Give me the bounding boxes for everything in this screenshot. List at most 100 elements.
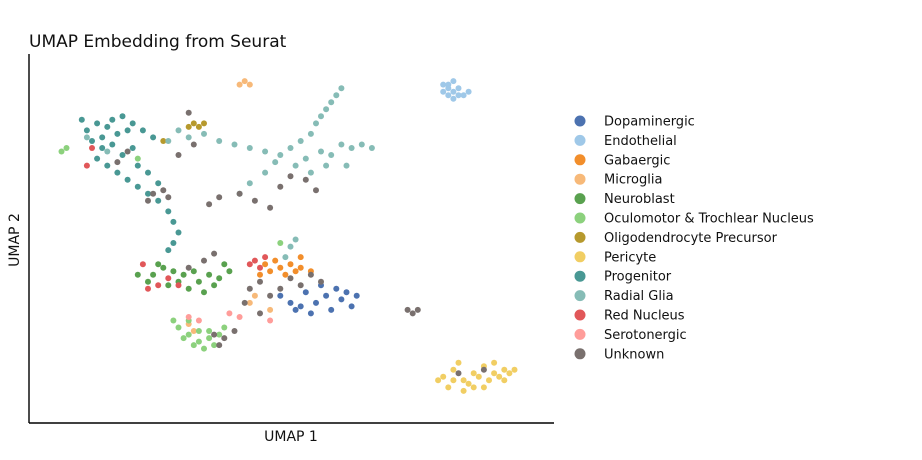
point-neuroblast bbox=[190, 268, 197, 275]
legend-label-progenitor: Progenitor bbox=[604, 270, 672, 285]
point-unknown bbox=[414, 306, 421, 313]
point-neuroblast bbox=[211, 282, 218, 289]
point-radial-glia bbox=[328, 152, 335, 158]
point-progenitor bbox=[175, 229, 182, 236]
point-progenitor bbox=[145, 169, 151, 176]
point-pericyte bbox=[435, 377, 442, 384]
point-pericyte bbox=[491, 359, 498, 366]
point-unknown bbox=[201, 257, 207, 264]
point-unknown bbox=[221, 335, 228, 342]
point-neuroblast bbox=[134, 271, 141, 278]
point-unknown bbox=[236, 190, 243, 197]
point-serotonergic bbox=[226, 310, 233, 317]
legend-label-pericyte: Pericyte bbox=[604, 250, 656, 265]
point-progenitor bbox=[165, 208, 172, 215]
point-oculomotor-trochlear-nucleus bbox=[63, 145, 70, 151]
point-progenitor bbox=[170, 240, 177, 246]
point-dopaminergic bbox=[323, 292, 330, 299]
point-dopaminergic bbox=[297, 303, 304, 310]
point-progenitor bbox=[114, 130, 121, 137]
point-dopaminergic bbox=[307, 310, 314, 317]
point-gabaergic bbox=[287, 261, 294, 268]
point-pericyte bbox=[496, 373, 503, 380]
point-pericyte bbox=[470, 384, 477, 391]
point-neuroblast bbox=[155, 261, 162, 268]
point-unknown bbox=[267, 292, 274, 299]
point-oligodendrocyte-precursor bbox=[185, 123, 192, 130]
point-progenitor bbox=[139, 127, 146, 134]
point-gabaergic bbox=[277, 264, 284, 271]
legend-label-oculomotor-trochlear-nucleus: Oculomotor & Trochlear Nucleus bbox=[604, 212, 814, 227]
point-radial-glia bbox=[302, 155, 309, 162]
legend-marker-oligodendrocyte-precursor bbox=[574, 231, 586, 243]
point-progenitor bbox=[134, 183, 141, 190]
point-oculomotor-trochlear-nucleus bbox=[216, 331, 223, 338]
point-neuroblast bbox=[216, 275, 223, 282]
point-serotonergic bbox=[185, 314, 192, 320]
point-unknown bbox=[287, 275, 294, 282]
point-dopaminergic bbox=[277, 292, 284, 299]
point-radial-glia bbox=[368, 145, 375, 151]
point-radial-glia bbox=[246, 145, 253, 151]
point-radial-glia bbox=[246, 180, 253, 187]
point-radial-glia bbox=[201, 130, 207, 137]
point-oculomotor-trochlear-nucleus bbox=[195, 328, 202, 334]
point-unknown bbox=[404, 306, 411, 313]
point-radial-glia bbox=[338, 85, 345, 92]
legend-marker-oculomotor-trochlear-nucleus bbox=[574, 212, 586, 224]
point-radial-glia bbox=[358, 141, 365, 148]
point-radial-glia bbox=[323, 106, 330, 113]
point-oligodendrocyte-precursor bbox=[160, 138, 167, 144]
point-pericyte bbox=[511, 366, 518, 373]
point-pericyte bbox=[450, 366, 457, 373]
point-unknown bbox=[251, 197, 258, 204]
point-radial-glia bbox=[277, 152, 284, 158]
point-unknown bbox=[318, 278, 324, 285]
point-neuroblast bbox=[165, 282, 172, 289]
point-radial-glia bbox=[343, 162, 350, 169]
point-radial-glia bbox=[287, 243, 294, 250]
point-radial-glia bbox=[231, 141, 238, 148]
point-pericyte bbox=[445, 384, 452, 391]
scatter-points bbox=[58, 78, 518, 394]
legend-label-endothelial: Endothelial bbox=[604, 134, 677, 149]
point-neuroblast bbox=[206, 271, 213, 278]
point-endothelial bbox=[440, 81, 447, 88]
point-dopaminergic bbox=[338, 296, 345, 303]
point-dopaminergic bbox=[313, 299, 319, 306]
point-endothelial bbox=[450, 78, 457, 85]
point-unknown bbox=[246, 285, 253, 292]
point-unknown bbox=[216, 342, 223, 349]
point-unknown bbox=[409, 310, 416, 317]
point-dopaminergic bbox=[343, 289, 350, 296]
point-gabaergic bbox=[297, 254, 304, 261]
point-progenitor bbox=[134, 162, 141, 169]
point-gabaergic bbox=[257, 271, 263, 278]
point-oculomotor-trochlear-nucleus bbox=[175, 324, 182, 331]
legend-marker-neuroblast bbox=[574, 193, 586, 205]
point-progenitor bbox=[129, 145, 136, 151]
point-radial-glia bbox=[262, 169, 269, 176]
point-unknown bbox=[267, 204, 274, 211]
point-dopaminergic bbox=[302, 289, 309, 296]
point-microglia bbox=[246, 81, 253, 88]
point-endothelial bbox=[460, 92, 467, 99]
point-unknown bbox=[277, 285, 284, 292]
point-unknown bbox=[124, 148, 131, 155]
point-oculomotor-trochlear-nucleus bbox=[221, 324, 228, 331]
point-oculomotor-trochlear-nucleus bbox=[190, 342, 197, 349]
point-unknown bbox=[287, 173, 294, 180]
point-gabaergic bbox=[262, 261, 269, 268]
point-dopaminergic bbox=[328, 306, 335, 313]
point-endothelial bbox=[455, 92, 462, 99]
point-progenitor bbox=[129, 120, 136, 127]
point-endothelial bbox=[455, 85, 462, 92]
point-oligodendrocyte-precursor bbox=[195, 123, 202, 130]
point-unknown bbox=[307, 271, 314, 278]
point-microglia bbox=[267, 306, 274, 313]
point-unknown bbox=[277, 183, 284, 190]
point-unknown bbox=[297, 282, 304, 289]
point-endothelial bbox=[440, 88, 447, 95]
point-dopaminergic bbox=[292, 306, 299, 313]
legend-marker-endothelial bbox=[574, 134, 586, 146]
